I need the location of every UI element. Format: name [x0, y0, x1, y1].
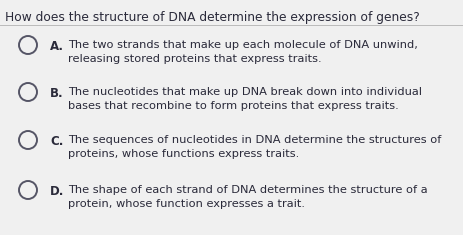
Text: How does the structure of DNA determine the expression of genes?: How does the structure of DNA determine … [5, 11, 419, 24]
Text: C.: C. [50, 135, 63, 148]
Text: protein, whose function expresses a trait.: protein, whose function expresses a trai… [68, 199, 304, 209]
Text: releasing stored proteins that express traits.: releasing stored proteins that express t… [68, 54, 321, 64]
Text: B.: B. [50, 87, 63, 100]
Text: The nucleotides that make up DNA break down into individual: The nucleotides that make up DNA break d… [68, 87, 421, 97]
Text: The two strands that make up each molecule of DNA unwind,: The two strands that make up each molecu… [68, 40, 417, 50]
Text: bases that recombine to form proteins that express traits.: bases that recombine to form proteins th… [68, 101, 398, 111]
Text: A.: A. [50, 40, 64, 53]
Text: D.: D. [50, 185, 64, 198]
Text: The sequences of nucleotides in DNA determine the structures of: The sequences of nucleotides in DNA dete… [68, 135, 440, 145]
Text: proteins, whose functions express traits.: proteins, whose functions express traits… [68, 149, 299, 159]
Text: The shape of each strand of DNA determines the structure of a: The shape of each strand of DNA determin… [68, 185, 427, 195]
